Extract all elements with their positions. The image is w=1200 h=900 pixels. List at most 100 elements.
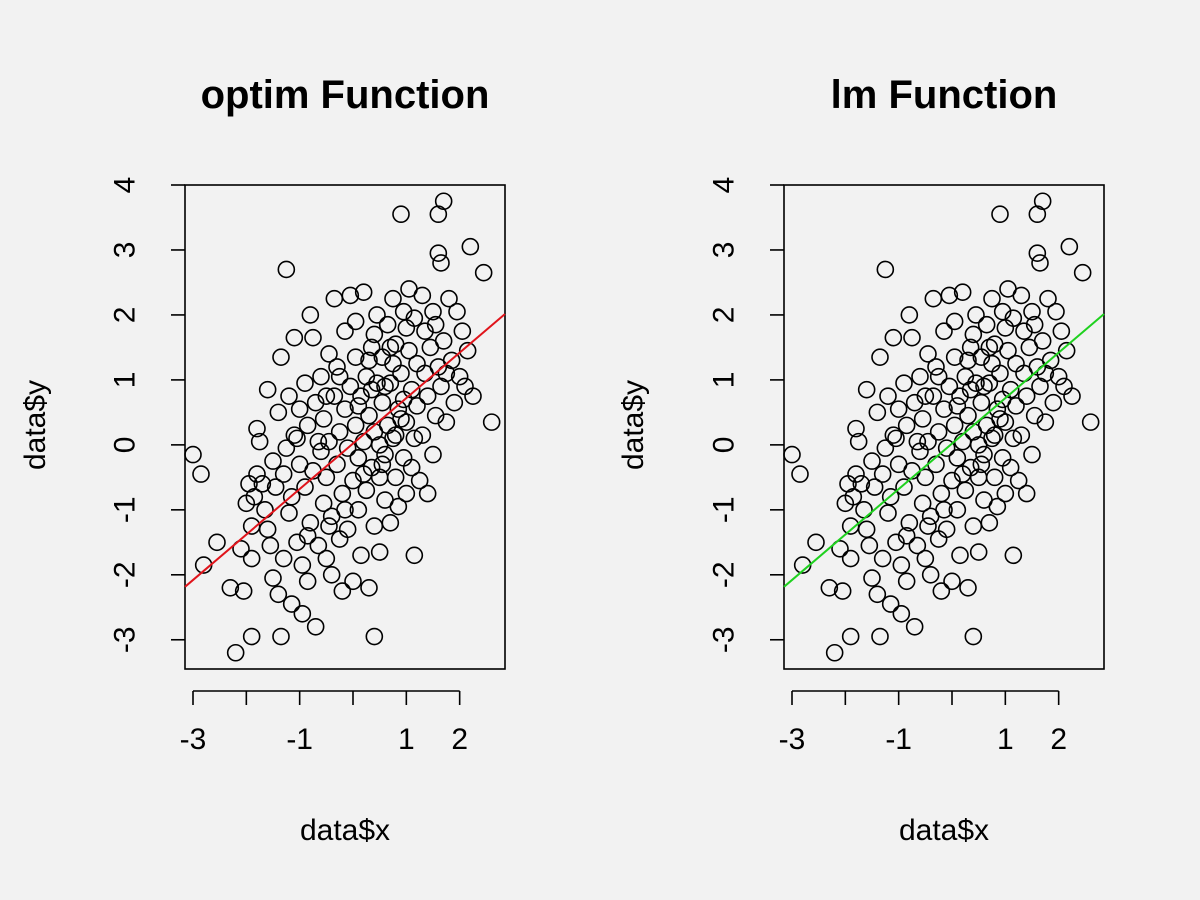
data-point (376, 445, 394, 464)
data-point (368, 374, 386, 392)
data-point (288, 533, 306, 552)
data-point (825, 643, 844, 662)
data-point (376, 377, 394, 396)
data-point (437, 364, 456, 383)
data-point (1028, 244, 1047, 263)
data-point (876, 260, 895, 279)
data-point (935, 400, 953, 418)
data-point (352, 387, 370, 405)
data-point (448, 302, 466, 321)
data-point (940, 286, 959, 305)
data-point (405, 546, 424, 565)
data-point (881, 595, 900, 613)
data-point (969, 543, 988, 561)
data-point (935, 322, 953, 340)
data-point (426, 315, 445, 334)
data-point (381, 338, 400, 357)
data-point (397, 413, 416, 431)
data-point (921, 565, 940, 584)
data-point (945, 416, 964, 435)
data-point (226, 643, 245, 662)
data-point (964, 627, 983, 646)
data-point (296, 478, 314, 496)
data-point (306, 393, 325, 412)
data-point (988, 400, 1007, 418)
data-point (849, 432, 868, 451)
data-point (384, 289, 402, 308)
y-axis-label: data$y (617, 380, 650, 470)
data-point (317, 549, 336, 568)
data-point (857, 380, 876, 399)
data-point (871, 627, 889, 646)
data-point (884, 426, 903, 444)
data-point (865, 478, 884, 496)
y-tick-label: -3 (708, 626, 741, 653)
data-point (258, 520, 277, 539)
data-point (269, 585, 288, 604)
data-point (871, 348, 889, 366)
data-point (953, 283, 972, 301)
data-point (242, 627, 261, 646)
y-axis-label: data$y (19, 380, 52, 470)
data-point (905, 617, 924, 636)
data-point (418, 387, 437, 405)
data-point (945, 312, 964, 331)
data-point (309, 536, 328, 555)
data-point (927, 358, 945, 376)
data-point (868, 403, 887, 422)
data-point (309, 432, 328, 451)
x-tick-label: 2 (1050, 723, 1067, 756)
data-point (897, 572, 916, 591)
data-point (365, 627, 384, 646)
data-point (333, 582, 352, 600)
data-point (881, 488, 900, 506)
data-point (277, 260, 296, 279)
data-point (402, 458, 421, 477)
data-point (389, 497, 408, 516)
data-point (389, 400, 408, 418)
data-point (911, 367, 929, 386)
data-point (344, 471, 362, 490)
data-point (346, 348, 365, 366)
data-point (314, 494, 333, 513)
data-point (416, 322, 434, 340)
y-tick-label: -1 (109, 496, 142, 523)
data-point (967, 306, 985, 324)
data-point (919, 517, 937, 535)
y-tick-label: 4 (109, 177, 142, 194)
data-point (887, 429, 905, 448)
y-tick-label: 0 (109, 437, 142, 454)
data-point (985, 426, 1004, 444)
chart-panel-optim: optim Function data$x data$y -3 -2 -1 0 1 2 3 4… (19, 73, 506, 847)
chart-title: lm Function (831, 73, 1058, 117)
data-point (280, 387, 298, 405)
data-point (892, 604, 911, 623)
y-tick-label: 3 (708, 242, 741, 259)
data-point (282, 488, 301, 506)
data-point (368, 306, 386, 324)
data-point (341, 377, 360, 396)
data-point (360, 406, 378, 425)
data-point (336, 501, 354, 519)
data-point (929, 367, 948, 386)
data-point (445, 393, 464, 412)
y-tick-label: -2 (109, 561, 142, 588)
data-point (833, 582, 852, 600)
data-point (362, 338, 381, 357)
data-point (285, 328, 304, 347)
data-point (863, 569, 881, 587)
data-point (945, 348, 964, 366)
data-point (841, 627, 860, 646)
data-point (820, 578, 839, 597)
data-point (413, 286, 432, 305)
data-point (360, 578, 378, 597)
data-point (903, 328, 921, 347)
data-point (980, 338, 999, 357)
data-point (306, 617, 325, 636)
data-point (272, 348, 290, 366)
data-point (1039, 289, 1057, 308)
data-point (450, 367, 469, 386)
data-point (913, 410, 932, 428)
data-point (429, 244, 448, 263)
data-point (330, 367, 349, 386)
